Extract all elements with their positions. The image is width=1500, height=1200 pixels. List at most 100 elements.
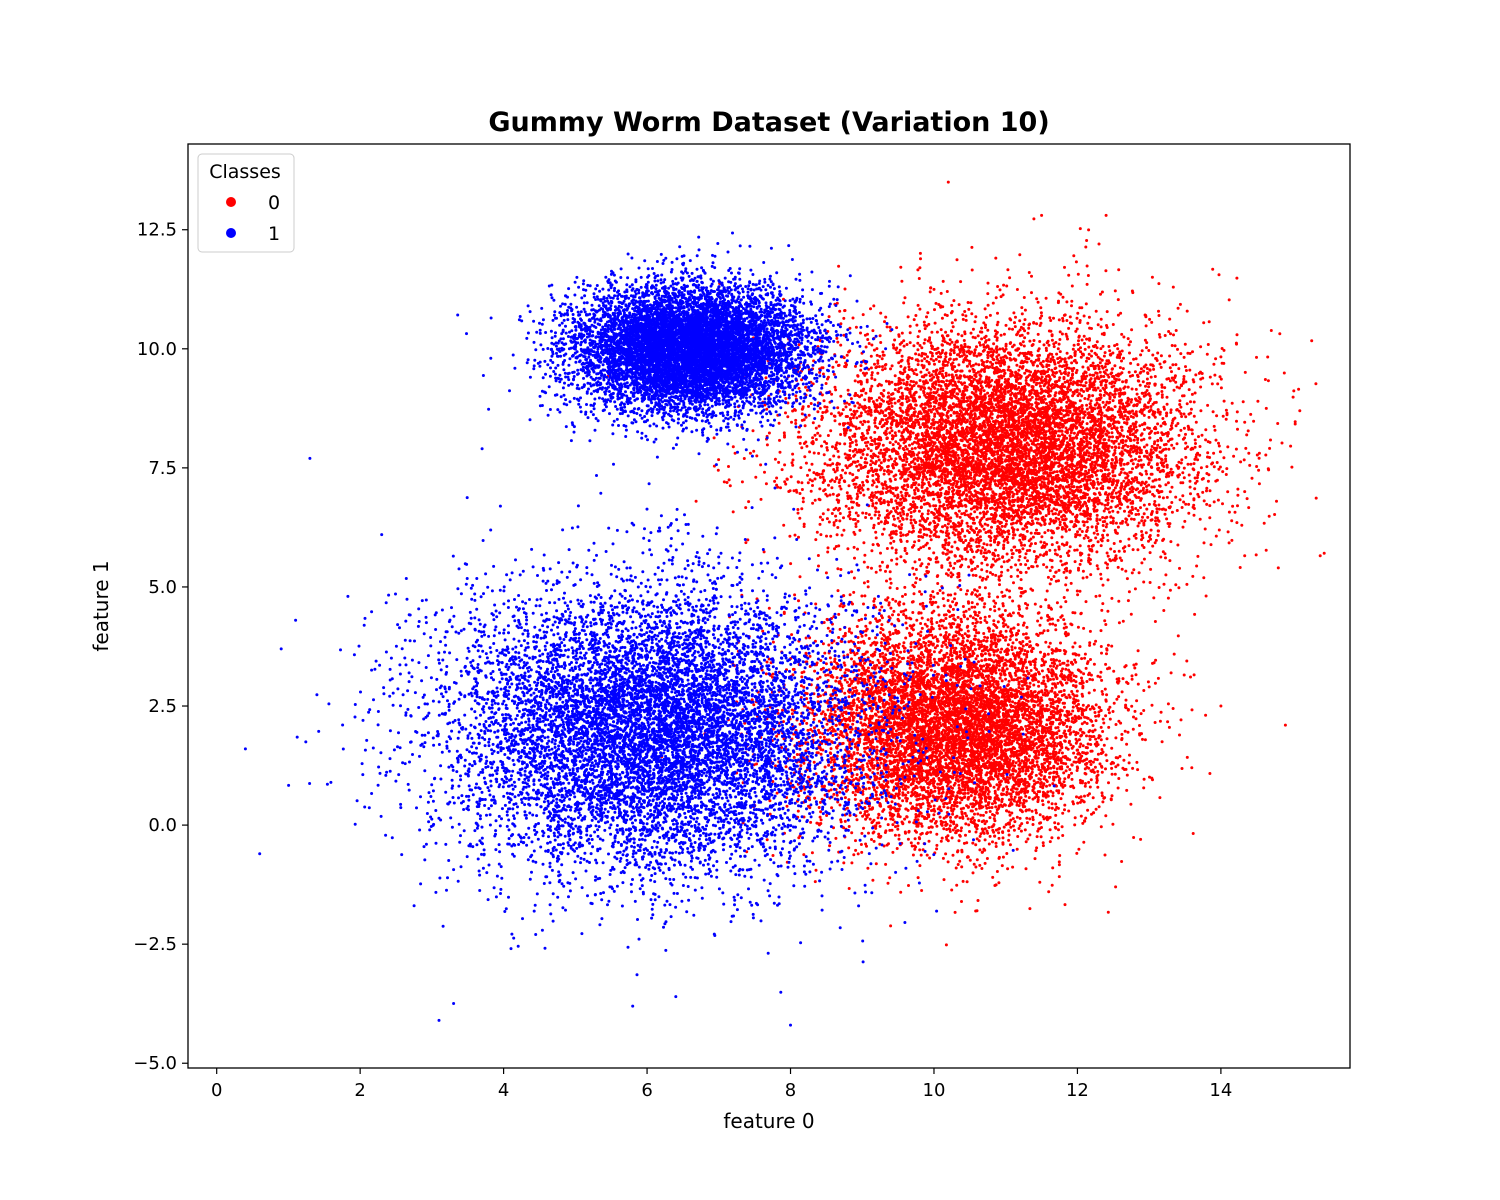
points-layer [244, 181, 1375, 1027]
scatter-point [808, 469, 811, 472]
scatter-point [1016, 492, 1019, 495]
scatter-point [1166, 435, 1169, 438]
scatter-point [869, 463, 872, 466]
scatter-point [1077, 336, 1080, 339]
scatter-point [794, 394, 797, 397]
scatter-point [1248, 464, 1251, 467]
scatter-point [945, 414, 948, 417]
scatter-point [860, 364, 863, 367]
scatter-point [918, 396, 921, 399]
scatter-point [856, 460, 859, 463]
scatter-point [1083, 524, 1086, 527]
scatter-point [866, 333, 869, 336]
scatter-point [1038, 354, 1041, 357]
scatter-point [781, 468, 784, 471]
scatter-point [849, 429, 852, 432]
scatter-point [998, 348, 1001, 351]
scatter-point [845, 405, 848, 408]
scatter-point [895, 557, 898, 560]
scatter-point [1000, 591, 1003, 594]
scatter-point [1138, 424, 1141, 427]
scatter-point [976, 545, 979, 548]
scatter-point [1082, 416, 1085, 419]
scatter-point [1102, 524, 1105, 527]
scatter-point [1028, 271, 1031, 274]
scatter-point [1198, 454, 1201, 457]
scatter-point [853, 546, 856, 549]
scatter-point [1314, 382, 1317, 385]
scatter-point [834, 388, 837, 391]
scatter-point [1049, 360, 1052, 363]
scatter-point [1276, 422, 1279, 425]
scatter-point [848, 507, 851, 510]
scatter-point [1149, 568, 1152, 571]
scatter-point [1118, 550, 1121, 553]
scatter-point [967, 446, 970, 449]
scatter-point [1205, 595, 1208, 598]
scatter-point [929, 374, 932, 377]
scatter-point [1023, 516, 1026, 519]
scatter-point [1153, 440, 1156, 443]
scatter-point [923, 321, 926, 324]
scatter-point [914, 352, 917, 355]
scatter-point [1192, 504, 1195, 507]
scatter-point [1022, 323, 1025, 326]
scatter-point [1199, 409, 1202, 412]
scatter-point [836, 533, 839, 536]
scatter-point [1064, 357, 1067, 360]
scatter-point [834, 446, 837, 449]
scatter-point [1207, 480, 1210, 483]
scatter-point [837, 265, 840, 268]
scatter-point [1083, 397, 1086, 400]
scatter-point [1079, 544, 1082, 547]
scatter-point [1182, 378, 1185, 381]
scatter-point [1138, 522, 1141, 525]
scatter-point [1006, 442, 1009, 445]
scatter-point [1037, 503, 1040, 506]
scatter-point [856, 394, 859, 397]
scatter-point [866, 432, 869, 435]
scatter-point [975, 574, 978, 577]
scatter-point [1117, 526, 1120, 529]
scatter-point [932, 498, 935, 501]
scatter-point [1192, 380, 1195, 383]
scatter-point [919, 257, 922, 260]
scatter-point [1032, 364, 1035, 367]
scatter-point [890, 500, 893, 503]
scatter-point [1196, 458, 1199, 461]
scatter-point [1035, 322, 1038, 325]
scatter-point [933, 415, 936, 418]
scatter-point [1143, 405, 1146, 408]
scatter-point [866, 381, 869, 384]
scatter-point [917, 489, 920, 492]
scatter-point [1123, 550, 1126, 553]
scatter-point [1236, 494, 1239, 497]
scatter-point [1023, 296, 1026, 299]
scatter-point [1085, 338, 1088, 341]
scatter-point [1108, 349, 1111, 352]
scatter-point [1147, 349, 1150, 352]
scatter-point [1210, 463, 1213, 466]
scatter-point [985, 339, 988, 342]
scatter-point [1140, 367, 1143, 370]
scatter-point [1103, 394, 1106, 397]
scatter-point [849, 418, 852, 421]
scatter-point [1139, 506, 1142, 509]
scatter-point [914, 447, 917, 450]
scatter-point [816, 531, 819, 534]
scatter-point [807, 405, 810, 408]
scatter-point [1101, 291, 1104, 294]
scatter-point [1027, 567, 1030, 570]
scatter-point [1087, 274, 1090, 277]
scatter-point [1050, 384, 1053, 387]
scatter-point [870, 355, 873, 358]
scatter-point [910, 518, 913, 521]
scatter-point [1102, 520, 1105, 523]
scatter-point [1171, 486, 1174, 489]
scatter-point [1120, 333, 1123, 336]
scatter-point [1143, 446, 1146, 449]
scatter-point [1063, 266, 1066, 269]
scatter-point [823, 453, 826, 456]
scatter-point [1212, 410, 1215, 413]
scatter-point [953, 343, 956, 346]
